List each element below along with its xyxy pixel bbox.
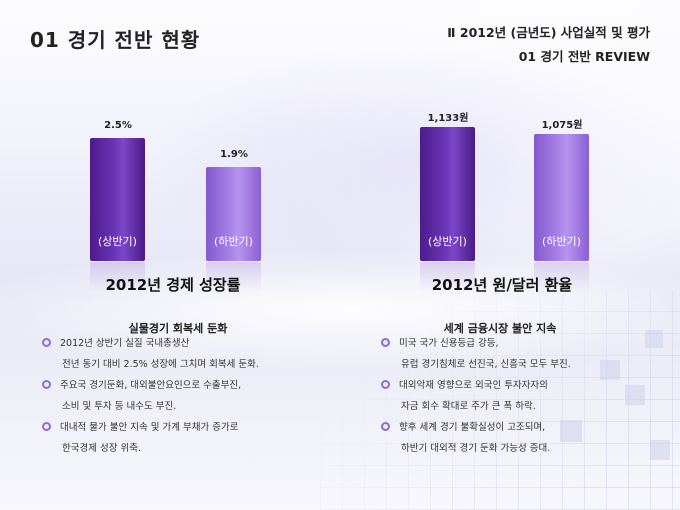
circle-bullet-icon — [381, 338, 390, 347]
exchange-bar-second-half — [534, 134, 589, 261]
growth-value-second-half: 1.9% — [220, 149, 248, 160]
list-item-continuation: 유럽 경기침체로 선진국, 신흥국 모두 부진. — [401, 359, 571, 370]
decor-tile — [625, 385, 645, 405]
right-section-heading: 세계 금융시장 불안 지속 — [443, 322, 557, 335]
list-item-continuation: 소비 및 투자 등 내수도 부진. — [62, 401, 177, 412]
growth-bar-first-half — [90, 138, 145, 261]
bar-reflection — [420, 262, 475, 292]
list-item: 대외악재 영향으로 외국인 투자자자의 — [381, 375, 571, 396]
circle-bullet-icon — [381, 380, 390, 389]
list-item: 대내적 물가 불안 지속 및 가계 부채가 증가로 — [42, 417, 259, 438]
circle-bullet-icon — [42, 422, 51, 431]
page-title: 01 경기 전반 현황 — [30, 28, 201, 52]
decor-tile — [650, 440, 670, 460]
exchange-chart-title: 2012년 원/달러 환율 — [431, 276, 573, 294]
section-subsubtitle: 01 경기 전반 REVIEW — [518, 49, 650, 64]
bar-reflection — [206, 262, 261, 292]
growth-category-first-half: (상반기) — [98, 235, 137, 248]
decor-tile — [560, 420, 582, 442]
exchange-value-first-half: 1,133원 — [427, 113, 469, 124]
growth-category-second-half: (하반기) — [214, 235, 253, 248]
exchange-category-second-half: (하반기) — [542, 235, 581, 248]
section-subtitle: Ⅱ 2012년 (금년도) 사업실적 및 평가 — [447, 25, 650, 40]
list-item-continuation: 전년 동기 대비 2.5% 성장에 그치며 회복세 둔화. — [62, 359, 259, 370]
right-bullet-list: 미국 국가 신용등급 강등, 유럽 경기침체로 선진국, 신흥국 모두 부진. … — [381, 333, 571, 459]
list-item: 주요국 경기둔화, 대외불안요인으로 수출부진, — [42, 375, 259, 396]
exchange-value-second-half: 1,075원 — [541, 120, 583, 131]
growth-chart-title: 2012년 경제 성장률 — [105, 276, 241, 294]
decor-tile — [600, 360, 620, 380]
background-grid-decoration — [320, 290, 680, 510]
exchange-bar-first-half — [420, 127, 475, 261]
background-swoosh — [0, 250, 680, 370]
circle-bullet-icon — [42, 338, 51, 347]
list-item: 향후 세계 경기 불확실성이 고조되며, — [381, 417, 571, 438]
list-item-continuation: 하반기 대외적 경기 둔화 가능성 증대. — [401, 443, 551, 454]
list-item-continuation: 한국경제 성장 위축. — [62, 443, 141, 454]
decor-tile — [645, 330, 663, 348]
left-bullet-list: 2012년 상반기 실질 국내총생산 전년 동기 대비 2.5% 성장에 그치며… — [42, 333, 259, 459]
list-item-continuation: 자금 회수 확대로 주가 큰 폭 하락. — [401, 401, 536, 412]
list-item: 미국 국가 신용등급 강등, — [381, 333, 571, 354]
exchange-category-first-half: (상반기) — [428, 235, 467, 248]
list-item: 2012년 상반기 실질 국내총생산 — [42, 333, 259, 354]
growth-bar-second-half — [206, 167, 261, 261]
growth-value-first-half: 2.5% — [104, 120, 132, 131]
bar-reflection — [90, 262, 145, 292]
circle-bullet-icon — [381, 422, 390, 431]
bar-reflection — [534, 262, 589, 292]
circle-bullet-icon — [42, 380, 51, 389]
left-section-heading: 실물경기 회복세 둔화 — [128, 322, 228, 335]
